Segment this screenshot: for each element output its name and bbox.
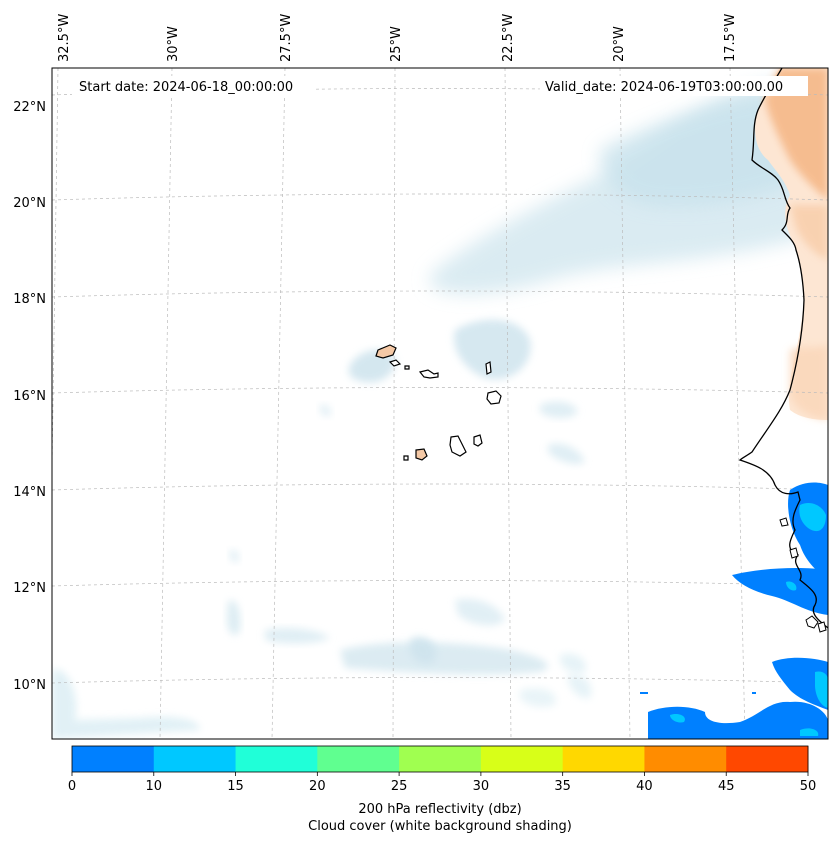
colorbar-tick-label: 45 — [718, 779, 735, 794]
colorbar-tick-label: 25 — [391, 779, 408, 794]
colorbar-label-line2: Cloud cover (white background shading) — [308, 819, 572, 834]
colorbar-label-line1: 200 hPa reflectivity (dbz) — [358, 802, 521, 817]
valid-date-label: Valid_date: 2024-06-19T03:00:00.00 — [545, 80, 783, 95]
lat-tick-label: 12°N — [13, 581, 46, 596]
gridlines — [52, 68, 828, 739]
lon-tick-label: 27.5°W — [279, 14, 294, 62]
lon-tick-label: 20°W — [612, 26, 627, 62]
colorbar-bin — [644, 746, 727, 772]
latitude-tick-labels: 22°N 20°N 18°N 16°N 14°N 12°N 10°N — [13, 100, 46, 693]
cape-verde-islands — [375, 344, 502, 461]
lat-tick-label: 16°N — [13, 389, 46, 404]
lon-tick-label: 22.5°W — [501, 14, 516, 62]
colorbar-bin — [399, 746, 482, 772]
start-date-label: Start date: 2024-06-18_00:00:00 — [79, 80, 293, 95]
lon-tick-label: 32.5°W — [57, 14, 72, 62]
lat-tick-label: 14°N — [13, 485, 46, 500]
lat-tick-label: 20°N — [13, 196, 46, 211]
colorbar-bin — [480, 746, 564, 772]
colorbar-bin — [317, 746, 400, 772]
colorbar-tick-label: 0 — [68, 779, 76, 794]
guinea-bissau-coast — [779, 517, 827, 633]
colorbar: 0 10 15 20 25 30 35 40 45 50 200 hPa reflectivity… — [68, 745, 816, 834]
colorbar-frame — [71, 745, 809, 773]
colorbar-bins — [72, 746, 809, 772]
valid-date-annotation: Valid_date: 2024-06-19T03:00:00.00 — [540, 76, 808, 96]
colorbar-bin — [72, 746, 155, 772]
colorbar-bin — [235, 746, 318, 772]
lat-tick-label: 10°N — [13, 678, 46, 693]
colorbar-bin — [562, 746, 645, 772]
colorbar-bin — [153, 746, 237, 772]
longitude-tick-labels: 32.5°W 30°W 27.5°W 25°W 22.5°W 20°W 17.5… — [57, 14, 738, 62]
colorbar-tick-label: 35 — [554, 779, 571, 794]
colorbar-tick-label: 20 — [309, 779, 326, 794]
map-content — [52, 68, 828, 739]
colorbar-ticks: 0 10 15 20 25 30 35 40 45 50 — [68, 772, 816, 794]
lat-tick-label: 18°N — [13, 292, 46, 307]
map-frame — [51, 67, 829, 740]
start-date-annotation: Start date: 2024-06-18_00:00:00 — [72, 76, 316, 96]
colorbar-tick-label: 30 — [473, 779, 490, 794]
reflectivity-shading — [640, 482, 828, 739]
lon-tick-label: 30°W — [166, 26, 181, 62]
colorbar-tick-label: 50 — [800, 779, 817, 794]
cloud-cover-shading — [52, 70, 828, 739]
colorbar-bin — [726, 746, 809, 772]
lon-tick-label: 25°W — [389, 26, 404, 62]
colorbar-tick-label: 10 — [146, 779, 163, 794]
colorbar-tick-label: 40 — [636, 779, 653, 794]
lon-tick-label: 17.5°W — [723, 14, 738, 62]
colorbar-tick-label: 15 — [227, 779, 244, 794]
lat-tick-label: 22°N — [13, 100, 46, 115]
